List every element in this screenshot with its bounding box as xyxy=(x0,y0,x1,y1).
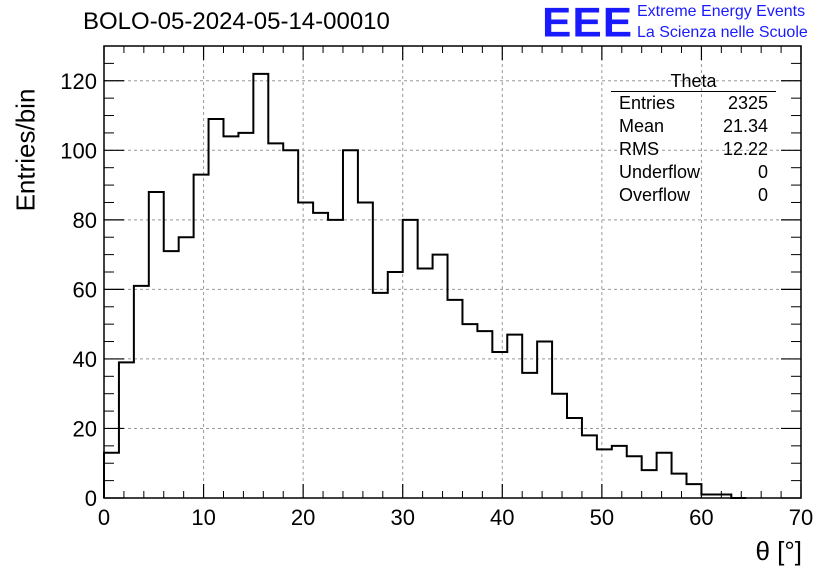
y-tick-label: 40 xyxy=(73,347,97,372)
stats-box: Theta Entries 2325 Mean 21.34 RMS 12.22 … xyxy=(611,72,776,207)
eee-logo: EEE xyxy=(542,0,634,46)
y-tick-label: 120 xyxy=(60,69,97,94)
stat-value: 0 xyxy=(757,185,768,205)
grid-lines xyxy=(104,46,801,498)
x-axis-label: θ [°] xyxy=(755,536,802,566)
x-tick-label: 50 xyxy=(590,505,614,530)
x-tick-label: 0 xyxy=(98,505,110,530)
tick-labels: 0 10 20 30 40 50 60 70 0 20 40 60 80 100 120 xyxy=(60,69,813,530)
x-tick-label: 20 xyxy=(291,505,315,530)
x-tick-label: 10 xyxy=(191,505,215,530)
stat-row-overflow: Overflow 0 xyxy=(611,184,776,207)
x-tick-label: 40 xyxy=(490,505,514,530)
histogram-outline xyxy=(103,72,747,499)
x-tick-label: 60 xyxy=(689,505,713,530)
stat-row-entries: Entries 2325 xyxy=(611,92,776,115)
stat-value: 0 xyxy=(757,162,768,182)
y-tick-label: 20 xyxy=(73,416,97,441)
stat-label: Overflow xyxy=(619,185,691,205)
y-tick-label: 0 xyxy=(85,486,97,511)
stat-value: 21.34 xyxy=(722,116,768,136)
stat-row-mean: Mean 21.34 xyxy=(611,115,776,138)
x-tick-label: 70 xyxy=(789,505,813,530)
x-tick-label: 30 xyxy=(390,505,414,530)
eee-logo-line1: Extreme Energy Events xyxy=(637,3,806,20)
plot-title: BOLO-05-2024-05-14-00010 xyxy=(83,8,390,35)
stat-label: Entries xyxy=(619,93,676,113)
stat-label: RMS xyxy=(619,139,659,159)
stat-row-underflow: Underflow 0 xyxy=(611,161,776,184)
y-tick-label: 60 xyxy=(73,277,97,302)
stat-value: 2325 xyxy=(727,93,768,113)
eee-logo-line2: La Scienza nelle Scuole xyxy=(637,24,808,41)
stat-value: 12.22 xyxy=(722,139,768,159)
y-tick-label: 100 xyxy=(60,138,97,163)
stat-label: Underflow xyxy=(619,162,701,182)
stats-title: Theta xyxy=(611,72,776,92)
y-tick-label: 80 xyxy=(73,208,97,233)
stat-label: Mean xyxy=(619,116,665,136)
plot-frame xyxy=(103,45,802,499)
stat-row-rms: RMS 12.22 xyxy=(611,138,776,161)
